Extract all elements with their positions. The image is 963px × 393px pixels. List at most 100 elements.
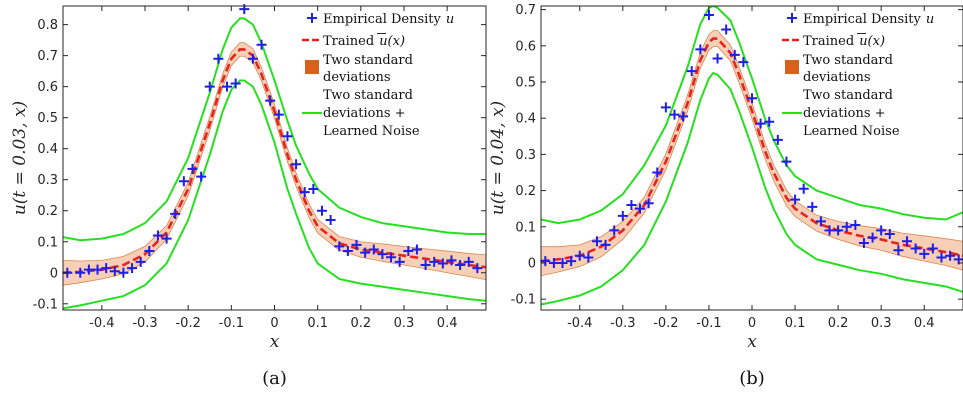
- y-tick-label: 0.3: [37, 173, 58, 188]
- empirical-point: [893, 245, 904, 256]
- x-tick-label: 0.1: [785, 316, 806, 331]
- empirical-point: [291, 159, 302, 170]
- empirical-point: [446, 255, 457, 266]
- empirical-point: [403, 246, 414, 257]
- empirical-point: [196, 171, 207, 182]
- y-tick-label: 0: [50, 266, 58, 281]
- band-upper-edge: [541, 30, 963, 248]
- empirical-point: [815, 216, 826, 227]
- empirical-point: [247, 53, 258, 64]
- legend-empirical-text: Empirical Density u: [803, 12, 934, 27]
- x-ticks-b: -0.4 -0.3 -0.2 -0.1 0 0.1 0.2 0.3 0.4: [567, 6, 935, 331]
- y-ticks-b: -0.1 0 0.1 0.2 0.3 0.4 0.5 0.6 0.7: [511, 3, 963, 308]
- empirical-point: [83, 264, 94, 275]
- legend-band-line1: Two standard: [323, 53, 413, 68]
- empirical-point: [660, 102, 671, 113]
- empirical-point: [721, 24, 732, 35]
- empirical-point: [600, 239, 611, 250]
- empirical-point: [781, 156, 792, 167]
- legend-empirical-marker: [787, 13, 797, 23]
- x-tick-label: -0.3: [610, 316, 635, 331]
- band-upper-edge: [63, 42, 486, 262]
- empirical-point: [910, 243, 921, 254]
- empirical-point: [92, 264, 103, 275]
- empirical-point: [591, 236, 602, 247]
- empirical-point: [643, 198, 654, 209]
- empirical-point: [540, 256, 551, 267]
- y-tick-label: 0.2: [515, 184, 536, 199]
- empirical-point: [850, 219, 861, 230]
- x-tick-label: -0.3: [132, 316, 157, 331]
- empirical-point: [437, 258, 448, 269]
- legend-b: Empirical Density u Trained u(x) Two stand…: [782, 12, 934, 139]
- x-tick-label: -0.1: [219, 316, 244, 331]
- empirical-point: [678, 111, 689, 122]
- y-axis-label-b: u(t = 0.04, x): [488, 101, 508, 215]
- empirical-point: [170, 208, 181, 219]
- empirical-point: [617, 210, 628, 221]
- y-tick-label: 0.5: [37, 111, 58, 126]
- band-lower-edge: [63, 55, 486, 286]
- empirical-point: [858, 238, 869, 249]
- empirical-point: [282, 131, 293, 142]
- empirical-point: [557, 257, 568, 268]
- trained-mean-line: [63, 48, 486, 275]
- x-tick-label: -0.2: [175, 316, 200, 331]
- y-tick-label: 0.4: [515, 112, 536, 127]
- empirical-point: [867, 232, 878, 243]
- empirical-point: [204, 81, 215, 92]
- empirical-point: [472, 263, 483, 274]
- x-tick-label: 0.2: [350, 316, 371, 331]
- x-tick-label: 0.3: [871, 316, 892, 331]
- empirical-point: [377, 249, 388, 260]
- empirical-point: [919, 248, 930, 259]
- empirical-point: [411, 244, 422, 255]
- empirical-point: [686, 66, 697, 77]
- empirical-point: [463, 256, 474, 267]
- x-tick-label: -0.4: [567, 316, 592, 331]
- empirical-point: [764, 116, 775, 127]
- y-ticks-a: -0.1 0 0.1 0.2 0.3 0.4 0.5 0.6 0.7 0.8: [33, 18, 486, 312]
- x-tick-label: -0.4: [89, 316, 114, 331]
- y-tick-label: 0.7: [515, 3, 536, 18]
- empirical-point: [755, 118, 766, 129]
- empirical-point: [945, 250, 956, 261]
- x-tick-label: 0.4: [914, 316, 935, 331]
- empirical-point: [703, 10, 714, 21]
- x-axis-label-a: x: [270, 332, 280, 352]
- y-tick-label: 0.2: [37, 204, 58, 219]
- empirical-point: [75, 267, 86, 278]
- empirical-point: [566, 256, 577, 267]
- empirical-point: [790, 194, 801, 205]
- legend-noise-line3: Learned Noise: [803, 124, 900, 139]
- empirical-point: [230, 78, 241, 89]
- legend-empirical-var: u: [446, 12, 454, 27]
- empirical-point: [101, 263, 112, 274]
- plot-area-a: [62, 4, 486, 310]
- legend-empirical-var: u: [926, 12, 934, 27]
- empirical-point: [178, 176, 189, 187]
- legend-noise-line2: deviations +: [323, 106, 406, 121]
- y-tick-label: 0.5: [515, 76, 536, 91]
- empirical-point: [712, 53, 723, 64]
- y-tick-label: 0.8: [37, 18, 58, 33]
- empirical-point: [420, 260, 431, 271]
- empirical-point: [807, 201, 818, 212]
- empirical-point: [152, 230, 163, 241]
- x-tick-label: 0.3: [394, 316, 415, 331]
- legend-empirical-prefix: Empirical Density: [803, 12, 922, 27]
- x-tick-label: 0.1: [307, 316, 328, 331]
- y-tick-label: -0.1: [511, 293, 536, 308]
- noise-lower-line: [541, 71, 963, 306]
- empirical-point: [652, 167, 663, 178]
- empirical-point: [256, 39, 267, 50]
- empirical-point: [772, 134, 783, 145]
- two-std-band: [541, 30, 963, 276]
- x-tick-label: 0: [270, 316, 278, 331]
- empirical-point: [548, 257, 559, 268]
- x-tick-label: 0: [748, 316, 756, 331]
- y-tick-label: 0.3: [515, 148, 536, 163]
- two-std-band: [63, 42, 486, 286]
- chart-b: -0.4 -0.3 -0.2 -0.1 0 0.1 0.2 0.3 0.4 -0.1 0 0.1 0.…: [488, 3, 963, 389]
- y-tick-label: -0.1: [33, 297, 58, 312]
